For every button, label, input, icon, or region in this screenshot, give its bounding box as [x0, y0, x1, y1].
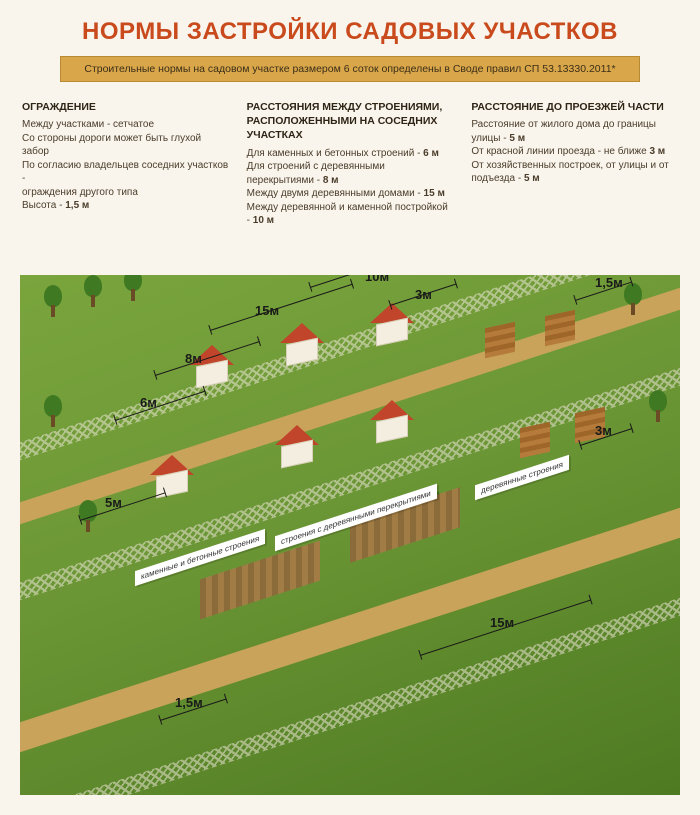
col-road: РАССТОЯНИЕ ДО ПРОЕЗЖЕЙ ЧАСТИ Расстояние …: [471, 100, 678, 228]
wood-stack-icon: [520, 422, 550, 458]
wood-stack-icon: [545, 310, 575, 346]
col2-l3: Между двумя деревянными домами - 15 м: [247, 187, 454, 201]
measure-3m-b: 3м: [595, 423, 612, 438]
measure-10m: 10м: [365, 275, 389, 284]
col2-l4: Между деревянной и каменной постройкой -…: [247, 201, 454, 228]
measure-5m: 5м: [105, 495, 122, 510]
col3-l2: От красной линии проезда - не ближе 3 м: [471, 145, 678, 159]
col1-l5: Высота - 1,5 м: [22, 199, 229, 213]
house-icon: [370, 400, 414, 444]
col3-l1: Расстояние от жилого дома до границы ули…: [471, 118, 678, 145]
house-icon: [280, 323, 324, 367]
info-columns: ОГРАЖДЕНИЕ Между участками - сетчатое Со…: [0, 100, 700, 240]
col3-l3: От хозяйственных построек, от улицы и от…: [471, 159, 678, 186]
col2-heading: РАССТОЯНИЯ МЕЖДУ СТРОЕНИЯМИ, РАСПОЛОЖЕНН…: [247, 100, 454, 143]
tree-icon: [645, 390, 671, 424]
tree-icon: [40, 285, 66, 319]
col1-l1: Между участками - сетчатое: [22, 118, 229, 132]
tree-icon: [80, 275, 106, 309]
infographic-page: НОРМЫ ЗАСТРОЙКИ САДОВЫХ УЧАСТКОВ Строите…: [0, 0, 700, 815]
col-fencing: ОГРАЖДЕНИЕ Между участками - сетчатое Со…: [22, 100, 229, 228]
measure-8m: 8м: [185, 351, 202, 366]
col2-l1: Для каменных и бетонных строений - 6 м: [247, 147, 454, 161]
tag-wooden: деревянные строения: [475, 455, 569, 501]
measure-15m-b: 15м: [490, 615, 514, 630]
tree-icon: [120, 275, 146, 303]
col2-l2: Для строений с деревянными перекрытиями …: [247, 160, 454, 187]
measure-1-5m-b: 1,5м: [175, 695, 203, 710]
tree-icon: [620, 283, 646, 317]
measure-3m-a: 3м: [415, 287, 432, 302]
house-icon: [275, 425, 319, 469]
house-icon: [370, 303, 414, 347]
measure-1-5m-a: 1,5м: [595, 275, 623, 290]
col1-heading: ОГРАЖДЕНИЕ: [22, 100, 229, 114]
isometric-scene: 10м 3м 1,5м 15м 8м 6м 5м 3м 15м 1,5м кам…: [20, 275, 680, 795]
page-title: НОРМЫ ЗАСТРОЙКИ САДОВЫХ УЧАСТКОВ: [0, 0, 700, 56]
col1-l4: ограждения другого типа: [22, 186, 229, 200]
measure-15m-a: 15м: [255, 303, 279, 318]
subtitle-banner: Строительные нормы на садовом участке ра…: [60, 56, 640, 82]
tree-icon: [40, 395, 66, 429]
col-distances: РАССТОЯНИЯ МЕЖДУ СТРОЕНИЯМИ, РАСПОЛОЖЕНН…: [247, 100, 454, 228]
col1-l3: По согласию владельцев соседних участков…: [22, 159, 229, 186]
house-icon: [150, 455, 194, 499]
col3-heading: РАССТОЯНИЕ ДО ПРОЕЗЖЕЙ ЧАСТИ: [471, 100, 678, 114]
fence-3: [20, 578, 680, 795]
measure-6m: 6м: [140, 395, 157, 410]
col1-l2: Со стороны дороги может быть глухой забо…: [22, 132, 229, 159]
wood-stack-icon: [485, 322, 515, 358]
